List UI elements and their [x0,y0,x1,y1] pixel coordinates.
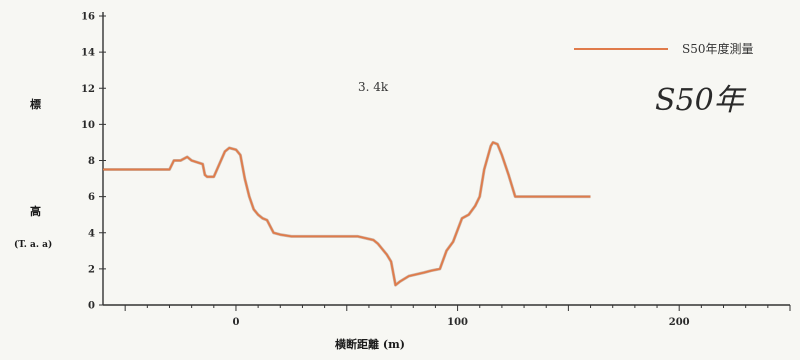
y-tick-label: 4 [88,228,95,239]
y-tick-label: 16 [81,12,95,23]
y-tick-label: 8 [88,156,95,167]
series-line [103,141,591,287]
ticks: 0 2 4 6 8 10 12 14 16 0 100 200 [81,12,791,328]
x-axis-label: 横断距離 (m) [335,337,405,351]
handwritten-note: S50年 [655,83,747,118]
y-tick-label: 6 [88,192,95,203]
legend-label: S50年度測量 [682,41,754,56]
axes [102,12,790,306]
series-line-shadow [103,140,591,287]
y-tick-label: 10 [81,120,95,131]
series-group [103,140,591,287]
x-tick-label: 200 [669,317,690,328]
legend: S50年度測量 [574,41,754,56]
y-tick-label: 0 [88,301,95,312]
x-tick-label: 100 [447,317,468,328]
y-tick-label: 2 [88,264,95,275]
y-axis-label-mid: 高 [30,204,41,218]
chart-annotation: 3. 4k [358,80,389,94]
y-tick-label: 12 [81,84,95,95]
y-tick-label: 14 [81,48,95,59]
y-axis-label-unit: (T. a. a) [14,239,52,250]
y-axis-label-top: 標 [30,97,41,111]
x-tick-label: 0 [232,317,239,328]
